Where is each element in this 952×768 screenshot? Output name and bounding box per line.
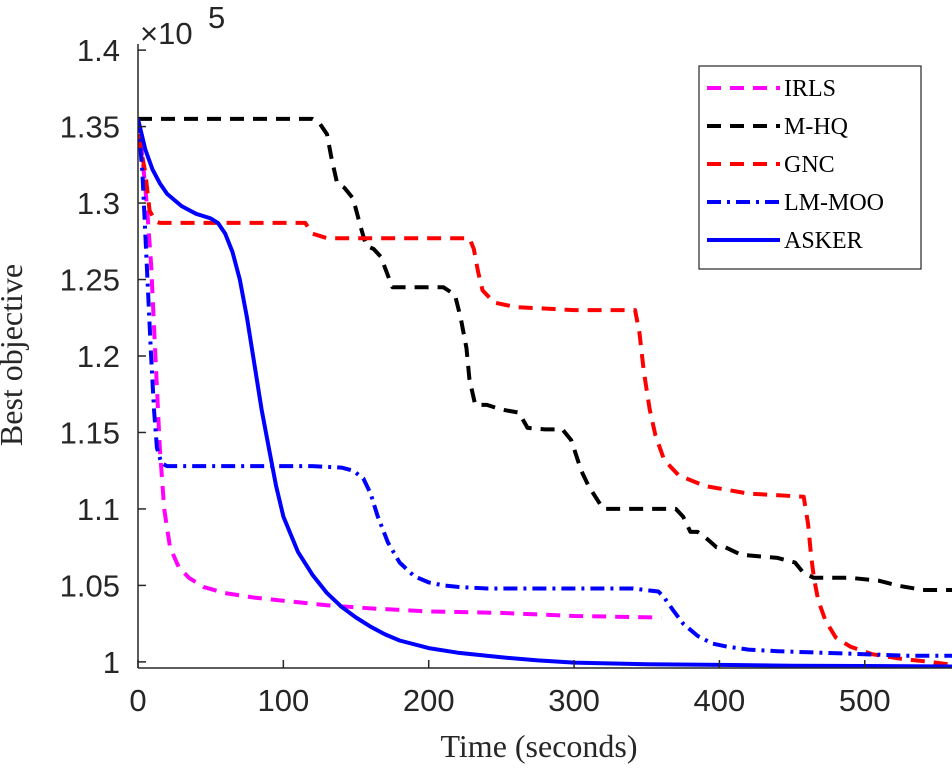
x-tick-label: 200 [403, 683, 455, 718]
tick-labels: 0 100 200 300 400 500 1 1.05 1.1 1.15 1.2 1.25 1.3 1.… [60, 33, 891, 718]
legend-label-gnc: GNC [784, 152, 835, 178]
y-tick-label: 1.2 [77, 339, 120, 374]
x-tick-label: 500 [839, 683, 891, 718]
series-line-lm-moo [138, 118, 952, 658]
y-axis-multiplier: ×10 [140, 16, 193, 51]
y-tick-label: 1.25 [60, 263, 120, 298]
legend-label-irls: IRLS [784, 76, 836, 102]
y-tick-label: 1.15 [60, 415, 120, 450]
axes-layer [137, 44, 952, 669]
x-tick-label: 100 [257, 683, 309, 718]
legend: IRLS M-HQ GNC LM-MOO ASKER [698, 65, 922, 270]
y-tick-label: 1.4 [77, 33, 120, 68]
legend-label-asker: ASKER [784, 228, 863, 254]
series-line-irls [138, 118, 662, 620]
y-tick-label: 1.3 [77, 186, 120, 221]
x-axis-label: Time (seconds) [440, 728, 637, 764]
y-axis-label: Best objective [0, 264, 29, 446]
x-tick-label: 300 [548, 683, 600, 718]
legend-box [698, 65, 922, 270]
y-tick-label: 1.05 [60, 568, 120, 603]
series-line-m-hq [138, 116, 952, 592]
x-tick-label: 400 [694, 683, 746, 718]
x-tick-label: 0 [129, 683, 146, 718]
series-line-gnc [138, 133, 952, 667]
y-tick-label: 1.1 [77, 492, 120, 527]
legend-label-lm-moo: LM-MOO [784, 190, 884, 216]
y-axis-multiplier-exponent: 5 [208, 0, 225, 35]
y-tick-label: 1 [103, 645, 120, 680]
y-tick-label: 1.35 [60, 110, 120, 145]
series-layer [138, 116, 952, 668]
legend-label-m-hq: M-HQ [784, 114, 848, 140]
series-line-asker [138, 118, 952, 668]
